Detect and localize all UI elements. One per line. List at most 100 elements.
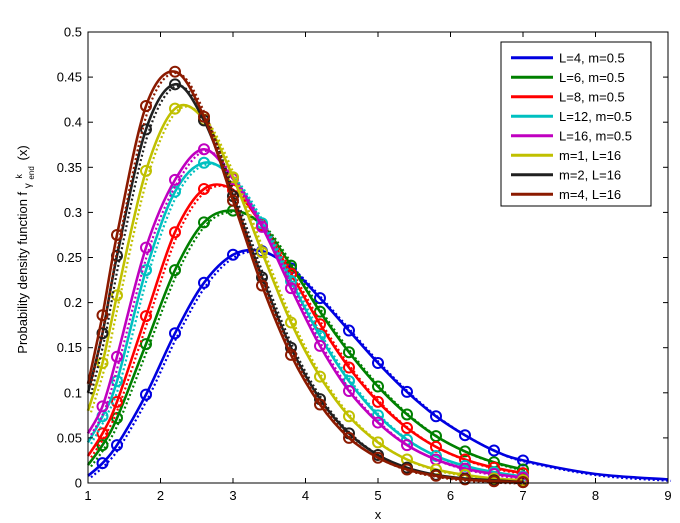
y-tick-label-4: 0.15 — [57, 340, 82, 355]
x-tick-label-2: 2 — [157, 488, 164, 503]
series-7-marker-4 — [169, 78, 181, 91]
series-8-marker-10 — [343, 431, 355, 444]
series-3-marker-1 — [96, 427, 109, 440]
series-1-marker-10 — [343, 324, 355, 337]
series-5-marker-11 — [372, 416, 384, 429]
series-5-marker-7 — [256, 220, 268, 233]
series-5-marker-1 — [96, 400, 109, 413]
series-1-marker-4 — [169, 327, 181, 340]
series-1-marker-2 — [111, 439, 123, 452]
y-tick-label-3: 0.1 — [64, 385, 82, 400]
series-line-8 — [86, 70, 524, 484]
series-6-marker-2 — [111, 289, 123, 302]
series-1-marker-1 — [96, 457, 109, 470]
y-axis-label-arg: (x) — [15, 145, 30, 160]
series-4-marker-5 — [198, 156, 210, 169]
series-2-marker-3 — [140, 338, 152, 351]
ticks-layer: 1 2 3 4 5 6 7 8 9 0 0.05 0.1 0.15 0.2 0.25 0.3 0.35 0.4 0.… — [57, 25, 672, 504]
series-4-marker-3 — [140, 264, 152, 277]
series-1-marker-6 — [227, 248, 239, 261]
x-tick-label-8: 8 — [592, 488, 599, 503]
y-tick-label-10: 0.45 — [57, 70, 82, 85]
series-6-marker-11 — [372, 436, 384, 449]
series-5-marker-5 — [198, 143, 210, 156]
series-5-marker-10 — [343, 384, 355, 397]
legend-label-6: m=1, L=16 — [559, 148, 621, 163]
series-1-marker-9 — [314, 292, 326, 305]
legend-label-4: L=12, m=0.5 — [559, 109, 632, 124]
y-tick-label-6: 0.25 — [57, 250, 82, 265]
series-3-marker-2 — [111, 395, 123, 408]
series-3-marker-10 — [343, 361, 355, 374]
series-3-marker-11 — [372, 395, 384, 408]
series-5-marker-4 — [169, 173, 181, 186]
legend-label-2: L=6, m=0.5 — [559, 70, 625, 85]
series-dotted-line-4 — [90, 162, 527, 480]
legend-box — [500, 41, 652, 207]
series-2-marker-1 — [96, 439, 109, 452]
series-8 — [86, 65, 529, 489]
y-tick-label-8: 0.35 — [57, 160, 82, 175]
series-8-marker-11 — [372, 451, 384, 464]
y-tick-label-11: 0.5 — [64, 25, 82, 40]
series-1-marker-15 — [488, 444, 500, 457]
series-3 — [86, 182, 529, 480]
series-8-marker-2 — [111, 228, 123, 241]
series-2-marker-5 — [198, 216, 210, 229]
series-6-marker-7 — [256, 246, 268, 259]
series-6-marker-4 — [169, 102, 181, 115]
series-6-marker-9 — [314, 370, 326, 383]
series-1-marker-12 — [401, 385, 413, 398]
y-axis-label-sup: k — [14, 174, 24, 179]
legend-label-3: L=8, m=0.5 — [559, 89, 625, 104]
series-2-marker-14 — [459, 445, 471, 458]
series-3-marker-9 — [314, 318, 326, 331]
y-axis-label: Probability density function f γ end k (… — [10, 145, 37, 353]
series-6-marker-8 — [285, 316, 297, 329]
legend: L=4, m=0.5 L=6, m=0.5 L=8, m=0.5 L=12, m=0.… — [500, 41, 652, 207]
y-tick-label-5: 0.2 — [64, 295, 82, 310]
x-tick-label-5: 5 — [374, 488, 381, 503]
x-tick-label-4: 4 — [302, 488, 309, 503]
series-5-marker-8 — [285, 282, 297, 295]
series-7-marker-1 — [96, 327, 109, 340]
x-tick-label-7: 7 — [519, 488, 526, 503]
series-8-marker-7 — [256, 279, 268, 292]
y-tick-label-1: 0 — [75, 476, 82, 491]
series-7-marker-3 — [140, 123, 152, 136]
series-5-marker-9 — [314, 339, 326, 352]
series-4-marker-2 — [111, 375, 123, 388]
series-1-marker-3 — [140, 388, 152, 401]
series-5-marker-12 — [401, 439, 413, 452]
legend-label-1: L=4, m=0.5 — [559, 50, 625, 65]
series-1-marker-11 — [372, 357, 384, 370]
series-3-marker-3 — [140, 310, 152, 323]
series-2-marker-11 — [372, 380, 384, 393]
x-axis-label: x — [375, 507, 382, 522]
y-axis-label-sub: γ — [23, 183, 34, 188]
y-axis-label-main: Probability density function f — [15, 191, 30, 353]
series-8-marker-6 — [227, 194, 239, 207]
y-tick-label-7: 0.3 — [64, 205, 82, 220]
series-8-marker-4 — [169, 65, 181, 78]
series-8-marker-3 — [140, 99, 152, 112]
series-8-marker-9 — [314, 398, 326, 411]
series-8-marker-5 — [198, 110, 210, 123]
series-6-marker-1 — [96, 357, 109, 370]
legend-label-5: L=16, m=0.5 — [559, 128, 632, 143]
series-6-marker-3 — [140, 164, 152, 177]
y-tick-label-9: 0.4 — [64, 115, 82, 130]
series-line-3 — [86, 183, 524, 475]
series-3-marker-5 — [198, 182, 210, 195]
series-1 — [87, 245, 672, 482]
series-8-marker-16 — [517, 476, 529, 489]
series-8-marker-15 — [488, 475, 500, 488]
series-8-marker-8 — [285, 348, 297, 361]
series-5-marker-3 — [140, 241, 152, 254]
series-8-marker-14 — [459, 473, 471, 486]
series-5-marker-2 — [111, 350, 123, 363]
x-tick-label-1: 1 — [84, 488, 91, 503]
series-2-marker-2 — [111, 412, 123, 425]
series-3-marker-4 — [169, 226, 181, 239]
